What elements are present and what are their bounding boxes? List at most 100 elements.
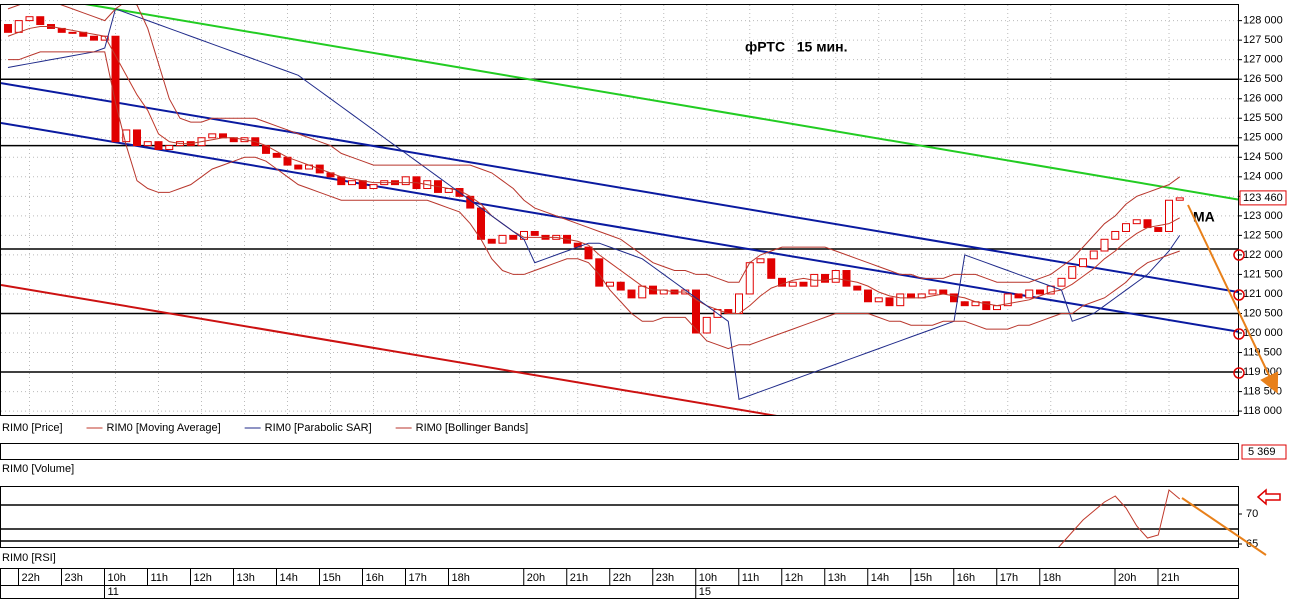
candle <box>874 297 883 303</box>
candle <box>1143 219 1152 229</box>
candle <box>1165 199 1173 232</box>
trend-line <box>1 283 777 415</box>
candle <box>143 141 152 147</box>
y-tick-label: 124 000 <box>1243 171 1283 183</box>
x-tick-label: 20h <box>1118 572 1136 584</box>
legend-entry: RIM0 [Parabolic SAR] <box>265 422 372 434</box>
candle <box>487 238 496 244</box>
candle <box>885 297 894 307</box>
forecast-arrow <box>1187 204 1279 394</box>
x-tick-label: 23h <box>656 572 674 584</box>
candle <box>1057 277 1066 287</box>
legend-entry: RIM0 [Moving Average] <box>107 422 221 434</box>
candle <box>1079 258 1087 268</box>
candle <box>692 289 700 334</box>
x-tick-label: 11h <box>151 572 169 584</box>
x-tick-label: 13h <box>237 572 255 584</box>
y-tick-label: 118 500 <box>1243 385 1282 397</box>
level-marker <box>1233 249 1245 261</box>
x-tick-label: 18h <box>452 572 470 584</box>
y-tick-label: 126 500 <box>1243 73 1283 85</box>
level-marker <box>1233 328 1245 340</box>
indicator-line <box>7 25 1180 314</box>
date-label: 11 <box>108 586 119 598</box>
x-tick-label: 14h <box>280 572 298 584</box>
y-tick-label: 122 500 <box>1243 229 1283 241</box>
x-tick-label: 12h <box>785 572 803 584</box>
overlay: 118 000 118 500 119 000 119 500 120 000 120 5… <box>2 15 1287 598</box>
x-tick-label: 16h <box>957 572 975 584</box>
candle <box>735 293 743 314</box>
candle <box>14 20 23 33</box>
y-tick-label: 124 500 <box>1243 151 1283 163</box>
x-tick-label: 22h <box>22 572 40 584</box>
candle <box>219 133 227 139</box>
candle <box>165 145 174 150</box>
legend-entry: RIM0 [Price] <box>2 422 63 434</box>
y-tick-label: 126 000 <box>1243 93 1283 105</box>
x-tick-label: 18h <box>1043 572 1061 584</box>
panel-label: RIM0 [Volume] <box>2 463 74 475</box>
time-axis <box>0 568 1239 599</box>
candle <box>25 16 34 22</box>
x-tick-label: 23h <box>65 572 83 584</box>
x-tick-label: 21h <box>1161 572 1179 584</box>
band-upper <box>7 5 1181 283</box>
x-tick-label: 13h <box>828 572 846 584</box>
ma-annotation: MA <box>1193 209 1215 225</box>
y-tick-label: 120 000 <box>1243 327 1283 339</box>
candle <box>498 234 507 244</box>
candle <box>154 141 163 150</box>
trend-line <box>1 82 1238 293</box>
candle <box>1025 289 1034 299</box>
indicator-line <box>7 8 1181 401</box>
candle <box>36 16 45 26</box>
y-tick-label: 119 500 <box>1243 346 1282 358</box>
candle <box>122 129 131 143</box>
candle <box>208 133 217 139</box>
rsi-line <box>1058 489 1181 547</box>
date-label: 15 <box>699 586 711 598</box>
arrow-icon <box>1256 488 1281 506</box>
y-tick-label: 122 000 <box>1243 249 1283 261</box>
y-tick-label: 127 000 <box>1243 54 1283 66</box>
candle <box>1068 266 1077 279</box>
candle <box>133 129 141 147</box>
volume-last-box <box>1241 444 1287 460</box>
candle <box>584 246 593 260</box>
candle <box>1132 219 1141 225</box>
candle <box>1036 289 1044 295</box>
candle <box>778 277 786 287</box>
x-tick-label: 20h <box>527 572 545 584</box>
candle <box>1154 227 1163 232</box>
candle <box>896 293 905 307</box>
candle <box>616 281 625 291</box>
candle <box>831 270 840 283</box>
candle <box>358 180 367 190</box>
candle <box>788 281 797 287</box>
candle <box>337 176 346 186</box>
candle <box>272 152 281 158</box>
y-tick-label: 118 000 <box>1243 405 1282 417</box>
x-tick-label: 10h <box>699 572 717 584</box>
candle <box>767 258 776 279</box>
forecast-arrow <box>1181 497 1267 556</box>
candle <box>111 35 120 143</box>
panel-label: RIM0 [RSI] <box>2 552 56 564</box>
candle <box>348 180 356 186</box>
candle <box>1003 293 1012 307</box>
price-panel <box>0 4 1239 416</box>
rsi-layer <box>1 489 1238 547</box>
candle <box>982 301 991 311</box>
x-tick-label: 16h <box>366 572 384 584</box>
x-tick-label: 15h <box>323 572 341 584</box>
candle <box>842 270 851 287</box>
y-tick-label: 70 <box>1246 508 1258 520</box>
candle <box>477 207 485 240</box>
candle <box>1122 223 1130 232</box>
candle <box>1089 250 1098 260</box>
last-price-box <box>1239 190 1287 206</box>
x-tick-label: 10h <box>108 572 126 584</box>
candle <box>907 293 915 299</box>
x-tick-label: 22h <box>613 572 631 584</box>
